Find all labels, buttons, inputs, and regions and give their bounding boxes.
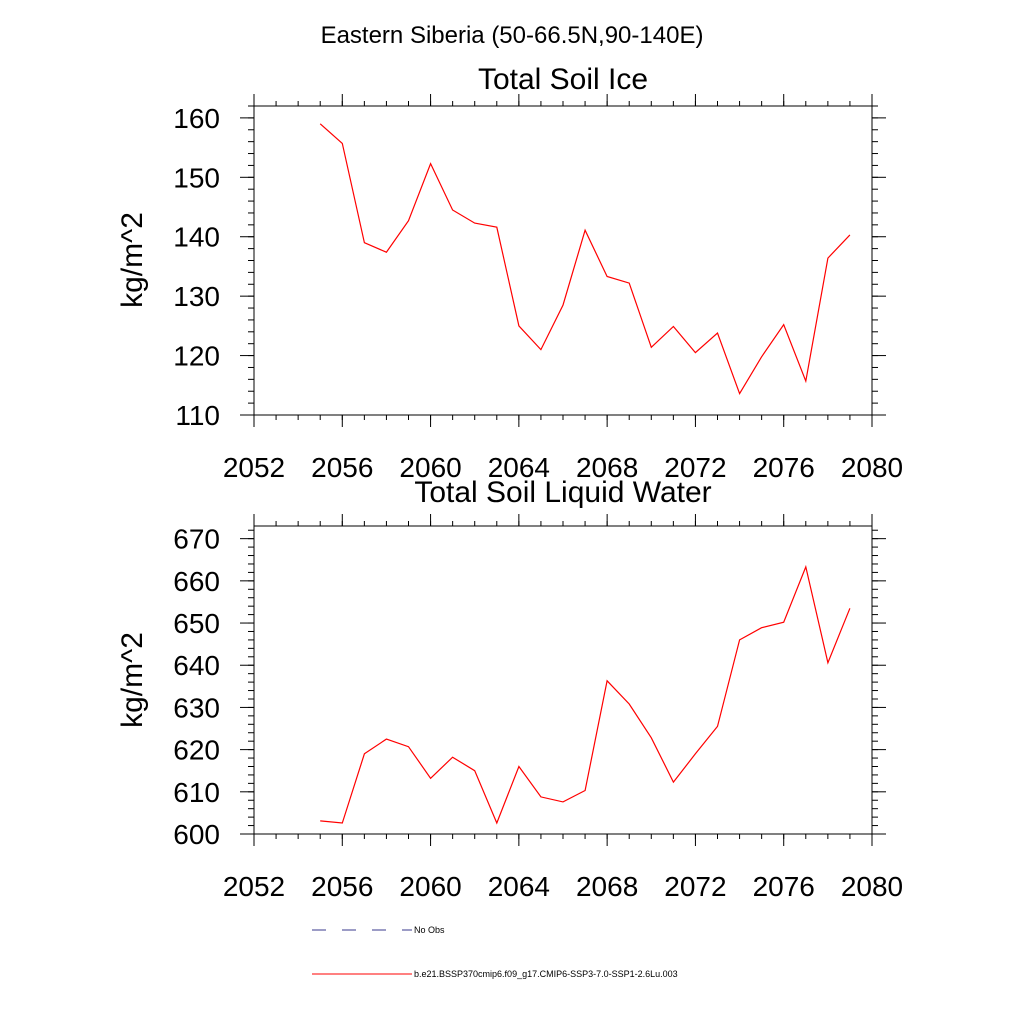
panel-soil-liquid-water: Total Soil Liquid Water kg/m^2 2052 2056 2… xyxy=(116,476,903,902)
y-tick-label: 130 xyxy=(173,281,220,312)
y-tick-label: 640 xyxy=(173,650,220,681)
x-tick-label: 2080 xyxy=(841,871,903,902)
y-tick-label: 620 xyxy=(173,735,220,766)
y-tick-label: 600 xyxy=(173,819,220,850)
y-axis-label: kg/m^2 xyxy=(116,212,149,308)
legend-series-label: b.e21.BSSP370cmip6.f09_g17.CMIP6-SSP3-7.… xyxy=(414,969,678,979)
y-tick-label: 110 xyxy=(175,400,220,431)
y-tick-label: 150 xyxy=(173,162,220,193)
x-tick-label: 2056 xyxy=(311,452,373,483)
y-tick-label: 610 xyxy=(173,777,220,808)
x-tick-label: 2052 xyxy=(223,452,285,483)
plot-frame xyxy=(253,105,873,416)
x-tick-label: 2064 xyxy=(488,452,550,483)
panel-title: Total Soil Ice xyxy=(478,63,648,96)
plot-frame xyxy=(253,525,873,835)
y-tick-label: 140 xyxy=(173,222,220,253)
panel-soil-ice: Total Soil Ice kg/m^2 2052 2056 2060 2064 20… xyxy=(116,63,903,483)
x-tick-label: 2064 xyxy=(488,871,550,902)
y-axis-label: kg/m^2 xyxy=(116,632,149,728)
y-tick-label: 650 xyxy=(173,608,220,639)
plot-area: 2052 2056 2060 2064 2068 2072 2076 2080 110 120 13… xyxy=(173,94,903,483)
x-tick-label: 2052 xyxy=(223,871,285,902)
x-tick-label: 2068 xyxy=(576,452,638,483)
x-tick-label: 2072 xyxy=(664,452,726,483)
x-tick-label: 2080 xyxy=(841,452,903,483)
x-tick-label: 2056 xyxy=(311,871,373,902)
x-tick-label: 2060 xyxy=(399,871,461,902)
series-line xyxy=(319,123,851,395)
legend: No Obs b.e21.BSSP370cmip6.f09_g17.CMIP6-… xyxy=(312,925,678,979)
plot-area: 2052 2056 2060 2064 2068 2072 2076 2080 600 610 62… xyxy=(173,514,903,902)
legend-obs-label: No Obs xyxy=(414,925,445,935)
y-tick-label: 160 xyxy=(173,103,220,134)
x-tick-label: 2060 xyxy=(399,452,461,483)
y-tick-label: 670 xyxy=(173,524,220,555)
y-tick-label: 120 xyxy=(173,341,220,372)
x-tick-label: 2072 xyxy=(664,871,726,902)
y-tick-label: 660 xyxy=(173,566,220,597)
x-tick-label: 2076 xyxy=(753,452,815,483)
page-title: Eastern Siberia (50-66.5N,90-140E) xyxy=(321,22,704,49)
x-tick-label: 2076 xyxy=(753,871,815,902)
panel-title: Total Soil Liquid Water xyxy=(414,476,711,509)
series-line xyxy=(320,564,851,825)
y-tick-label: 630 xyxy=(173,692,220,723)
x-tick-label: 2068 xyxy=(576,871,638,902)
